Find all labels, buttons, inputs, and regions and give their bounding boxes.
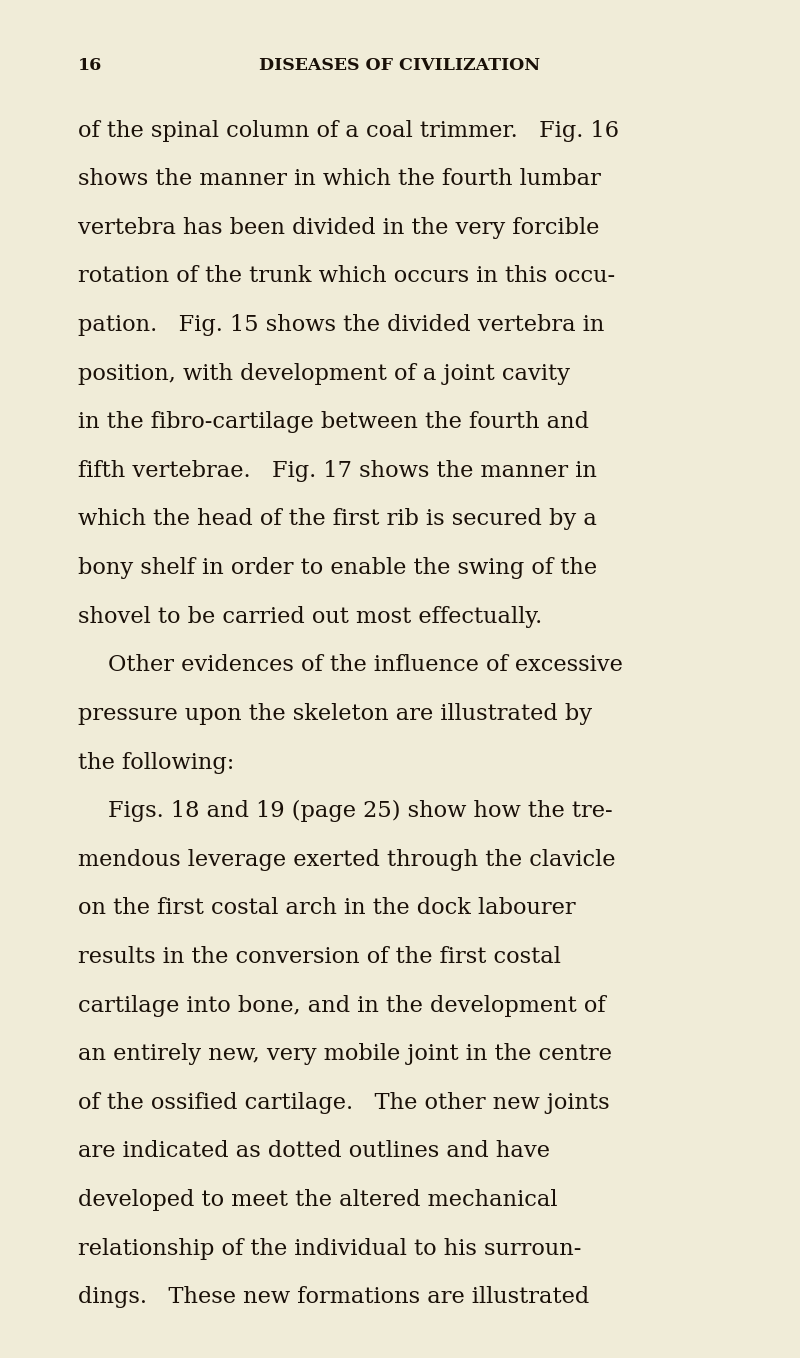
Text: rotation of the trunk which occurs in this occu-: rotation of the trunk which occurs in th…: [78, 265, 614, 288]
Text: DISEASES OF CIVILIZATION: DISEASES OF CIVILIZATION: [259, 57, 541, 75]
Text: shows the manner in which the fourth lumbar: shows the manner in which the fourth lum…: [78, 168, 601, 190]
Text: dings.   These new formations are illustrated: dings. These new formations are illustra…: [78, 1286, 589, 1308]
Text: in the fibro-cartilage between the fourth and: in the fibro-cartilage between the fourt…: [78, 411, 589, 433]
Text: fifth vertebrae.   Fig. 17 shows the manner in: fifth vertebrae. Fig. 17 shows the manne…: [78, 460, 597, 482]
Text: Other evidences of the influence of excessive: Other evidences of the influence of exce…: [108, 655, 623, 676]
Text: mendous leverage exerted through the clavicle: mendous leverage exerted through the cla…: [78, 849, 615, 870]
Text: of the spinal column of a coal trimmer.   Fig. 16: of the spinal column of a coal trimmer. …: [78, 120, 618, 141]
Text: developed to meet the altered mechanical: developed to meet the altered mechanical: [78, 1190, 557, 1211]
Text: of the ossified cartilage.   The other new joints: of the ossified cartilage. The other new…: [78, 1092, 610, 1114]
Text: results in the conversion of the first costal: results in the conversion of the first c…: [78, 947, 561, 968]
Text: pation.   Fig. 15 shows the divided vertebra in: pation. Fig. 15 shows the divided verteb…: [78, 314, 604, 335]
Text: cartilage into bone, and in the development of: cartilage into bone, and in the developm…: [78, 994, 606, 1017]
Text: on the first costal arch in the dock labourer: on the first costal arch in the dock lab…: [78, 898, 575, 919]
Text: are indicated as dotted outlines and have: are indicated as dotted outlines and hav…: [78, 1141, 550, 1162]
Text: bony shelf in order to enable the swing of the: bony shelf in order to enable the swing …: [78, 557, 597, 579]
Text: 16: 16: [78, 57, 102, 75]
Text: the following:: the following:: [78, 751, 234, 774]
Text: Figs. 18 and 19 (page 25) show how the tre-: Figs. 18 and 19 (page 25) show how the t…: [108, 800, 613, 822]
Text: position, with development of a joint cavity: position, with development of a joint ca…: [78, 363, 570, 384]
Text: pressure upon the skeleton are illustrated by: pressure upon the skeleton are illustrat…: [78, 703, 592, 725]
Text: shovel to be carried out most effectually.: shovel to be carried out most effectuall…: [78, 606, 542, 627]
Text: relationship of the individual to his surroun-: relationship of the individual to his su…: [78, 1237, 581, 1260]
Text: which the head of the first rib is secured by a: which the head of the first rib is secur…: [78, 508, 597, 531]
Text: an entirely new, very mobile joint in the centre: an entirely new, very mobile joint in th…: [78, 1043, 612, 1065]
Text: vertebra has been divided in the very forcible: vertebra has been divided in the very fo…: [78, 217, 599, 239]
